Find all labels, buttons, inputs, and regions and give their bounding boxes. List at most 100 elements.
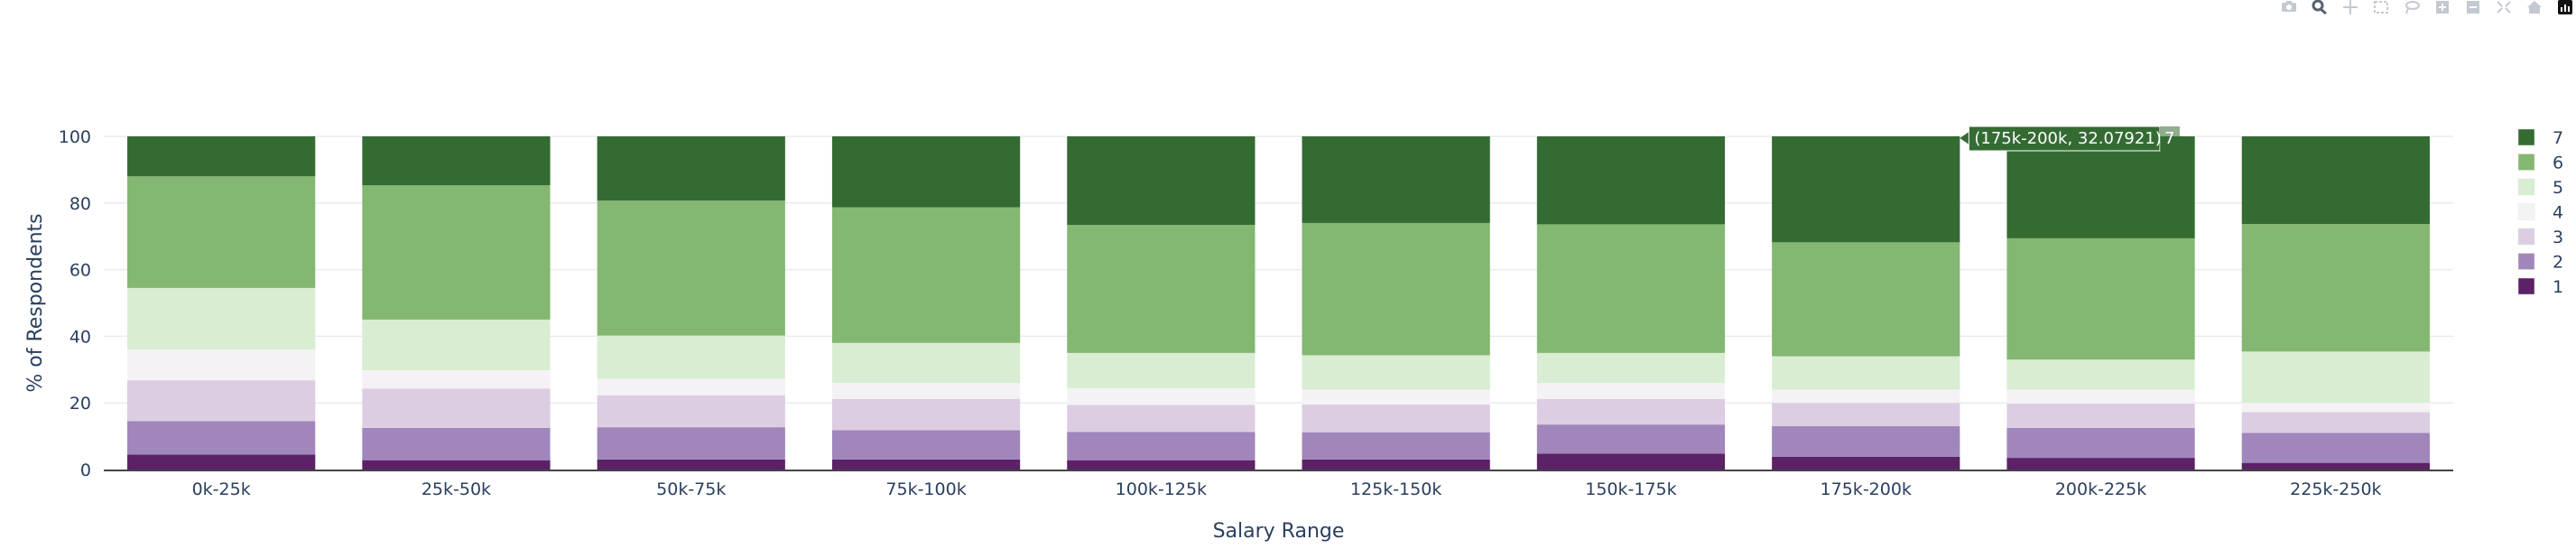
legend-swatch-6[interactable] <box>2517 154 2535 171</box>
bar-segment-6-150k-175k[interactable] <box>1536 224 1726 353</box>
bar-segment-7-150k-175k[interactable] <box>1536 136 1726 225</box>
bar-segment-1-150k-175k[interactable] <box>1536 453 1726 470</box>
bar-segment-7-75k-100k[interactable] <box>831 136 1021 208</box>
bar-segment-5-75k-100k[interactable] <box>831 342 1021 384</box>
zoom-in-icon[interactable] <box>2433 0 2451 14</box>
bar-segment-5-200k-225k[interactable] <box>2006 359 2195 390</box>
legend: 7 6 5 4 3 2 1 <box>2517 128 2563 297</box>
bar-segment-7-0k-25k[interactable] <box>127 136 316 177</box>
bar-segment-4-50k-75k[interactable] <box>597 378 785 395</box>
bar-segment-5-0k-25k[interactable] <box>127 287 316 350</box>
bar-segment-2-225k-250k[interactable] <box>2241 433 2430 463</box>
bar-segment-5-100k-125k[interactable] <box>1067 352 1256 388</box>
bar-segment-4-0k-25k[interactable] <box>127 349 316 381</box>
bar-segment-3-0k-25k[interactable] <box>127 380 316 422</box>
legend-label-6[interactable]: 6 <box>2553 154 2563 173</box>
bar-segment-3-25k-50k[interactable] <box>362 388 551 428</box>
bar-segment-4-175k-200k[interactable] <box>1772 389 1960 404</box>
bar-segment-3-200k-225k[interactable] <box>2006 403 2195 428</box>
bar-segment-7-175k-200k[interactable] <box>1772 136 1960 243</box>
bar-segment-5-125k-150k[interactable] <box>1302 355 1490 390</box>
bar-segment-2-50k-75k[interactable] <box>597 427 785 460</box>
bar-segment-3-175k-200k[interactable] <box>1772 403 1960 427</box>
bar-segment-6-225k-250k[interactable] <box>2241 224 2430 352</box>
bar-segment-4-75k-100k[interactable] <box>831 383 1021 399</box>
bar-segment-2-75k-100k[interactable] <box>831 430 1021 460</box>
legend-label-1[interactable]: 1 <box>2553 277 2563 297</box>
bar-segment-3-100k-125k[interactable] <box>1067 405 1256 433</box>
bar-segment-7-125k-150k[interactable] <box>1302 136 1490 223</box>
legend-swatch-7[interactable] <box>2517 128 2535 146</box>
bar-segment-1-200k-225k[interactable] <box>2006 458 2195 470</box>
bar-segment-2-200k-225k[interactable] <box>2006 427 2195 459</box>
legend-swatch-4[interactable] <box>2517 203 2535 220</box>
legend-label-3[interactable]: 3 <box>2553 228 2563 247</box>
legend-swatch-3[interactable] <box>2517 228 2535 246</box>
bar-segment-2-175k-200k[interactable] <box>1772 426 1960 457</box>
box-select-icon[interactable] <box>2372 0 2390 14</box>
x-tick-label: 100k-125k <box>1116 479 1207 499</box>
zoom-out-icon[interactable] <box>2464 0 2482 14</box>
bar-segment-1-0k-25k[interactable] <box>127 454 316 470</box>
legend-swatch-2[interactable] <box>2517 253 2535 270</box>
bar-segment-3-150k-175k[interactable] <box>1536 398 1726 425</box>
bar-segment-2-0k-25k[interactable] <box>127 421 316 455</box>
bar-segment-2-100k-125k[interactable] <box>1067 432 1256 461</box>
bar-segment-6-125k-150k[interactable] <box>1302 222 1490 356</box>
bar-segment-3-225k-250k[interactable] <box>2241 412 2430 433</box>
legend-label-7[interactable]: 7 <box>2553 128 2563 148</box>
y-tick-label: 0 <box>80 461 91 480</box>
bar-segment-7-200k-225k[interactable] <box>2006 136 2195 238</box>
x-tick-label: 175k-200k <box>1821 479 1912 499</box>
bar-segment-4-100k-125k[interactable] <box>1067 387 1256 405</box>
bar-segment-1-75k-100k[interactable] <box>831 459 1021 470</box>
bar-segment-2-25k-50k[interactable] <box>362 427 551 461</box>
bar-segment-1-25k-50k[interactable] <box>362 460 551 470</box>
bar-segment-3-50k-75k[interactable] <box>597 395 785 428</box>
bar-segment-6-75k-100k[interactable] <box>831 207 1021 343</box>
bar-segment-3-125k-150k[interactable] <box>1302 405 1490 433</box>
bar-segment-7-225k-250k[interactable] <box>2241 136 2430 225</box>
bar-segment-4-150k-175k[interactable] <box>1536 383 1726 399</box>
bar-segment-6-50k-75k[interactable] <box>597 200 785 336</box>
bar-segment-4-200k-225k[interactable] <box>2006 389 2195 404</box>
bar-segment-5-175k-200k[interactable] <box>1772 356 1960 390</box>
bar-segment-2-150k-175k[interactable] <box>1536 424 1726 454</box>
legend-swatch-5[interactable] <box>2517 178 2535 196</box>
reset-axes-icon[interactable] <box>2525 0 2544 14</box>
bar-segment-2-125k-150k[interactable] <box>1302 432 1490 460</box>
bar-segment-4-25k-50k[interactable] <box>362 370 551 389</box>
legend-label-5[interactable]: 5 <box>2553 178 2563 198</box>
bar-segment-6-25k-50k[interactable] <box>362 185 551 320</box>
bar-segment-1-225k-250k[interactable] <box>2241 462 2430 470</box>
bar-segment-5-225k-250k[interactable] <box>2241 351 2430 404</box>
y-tick-label: 20 <box>69 394 91 414</box>
bar-segment-1-50k-75k[interactable] <box>597 459 785 470</box>
bar-segment-4-125k-150k[interactable] <box>1302 389 1490 405</box>
bar-segment-7-50k-75k[interactable] <box>597 136 785 201</box>
zoom-icon[interactable] <box>2311 0 2329 14</box>
bar-segment-5-150k-175k[interactable] <box>1536 352 1726 384</box>
bar-segment-1-125k-150k[interactable] <box>1302 459 1490 470</box>
legend-label-4[interactable]: 4 <box>2553 203 2563 223</box>
x-tick-label: 225k-250k <box>2290 479 2381 499</box>
pan-icon[interactable] <box>2341 0 2359 14</box>
bar-segment-7-100k-125k[interactable] <box>1067 136 1256 226</box>
autoscale-icon[interactable] <box>2495 0 2513 14</box>
bar-segment-3-75k-100k[interactable] <box>831 398 1021 431</box>
bar-segment-5-25k-50k[interactable] <box>362 319 551 371</box>
bar-segment-6-200k-225k[interactable] <box>2006 237 2195 360</box>
camera-icon[interactable] <box>2280 0 2298 14</box>
bar-segment-4-225k-250k[interactable] <box>2241 403 2430 413</box>
lasso-icon[interactable] <box>2403 0 2421 14</box>
bar-segment-5-50k-75k[interactable] <box>597 335 785 379</box>
plotly-logo-icon[interactable] <box>2556 0 2574 14</box>
bar-segment-1-100k-125k[interactable] <box>1067 460 1256 470</box>
bar-segment-1-175k-200k[interactable] <box>1772 456 1960 470</box>
bar-segment-7-25k-50k[interactable] <box>362 136 551 186</box>
bar-segment-6-0k-25k[interactable] <box>127 176 316 288</box>
bar-segment-6-100k-125k[interactable] <box>1067 225 1256 353</box>
bar-segment-6-175k-200k[interactable] <box>1772 242 1960 357</box>
legend-label-2[interactable]: 2 <box>2553 253 2563 273</box>
legend-swatch-1[interactable] <box>2517 277 2535 295</box>
